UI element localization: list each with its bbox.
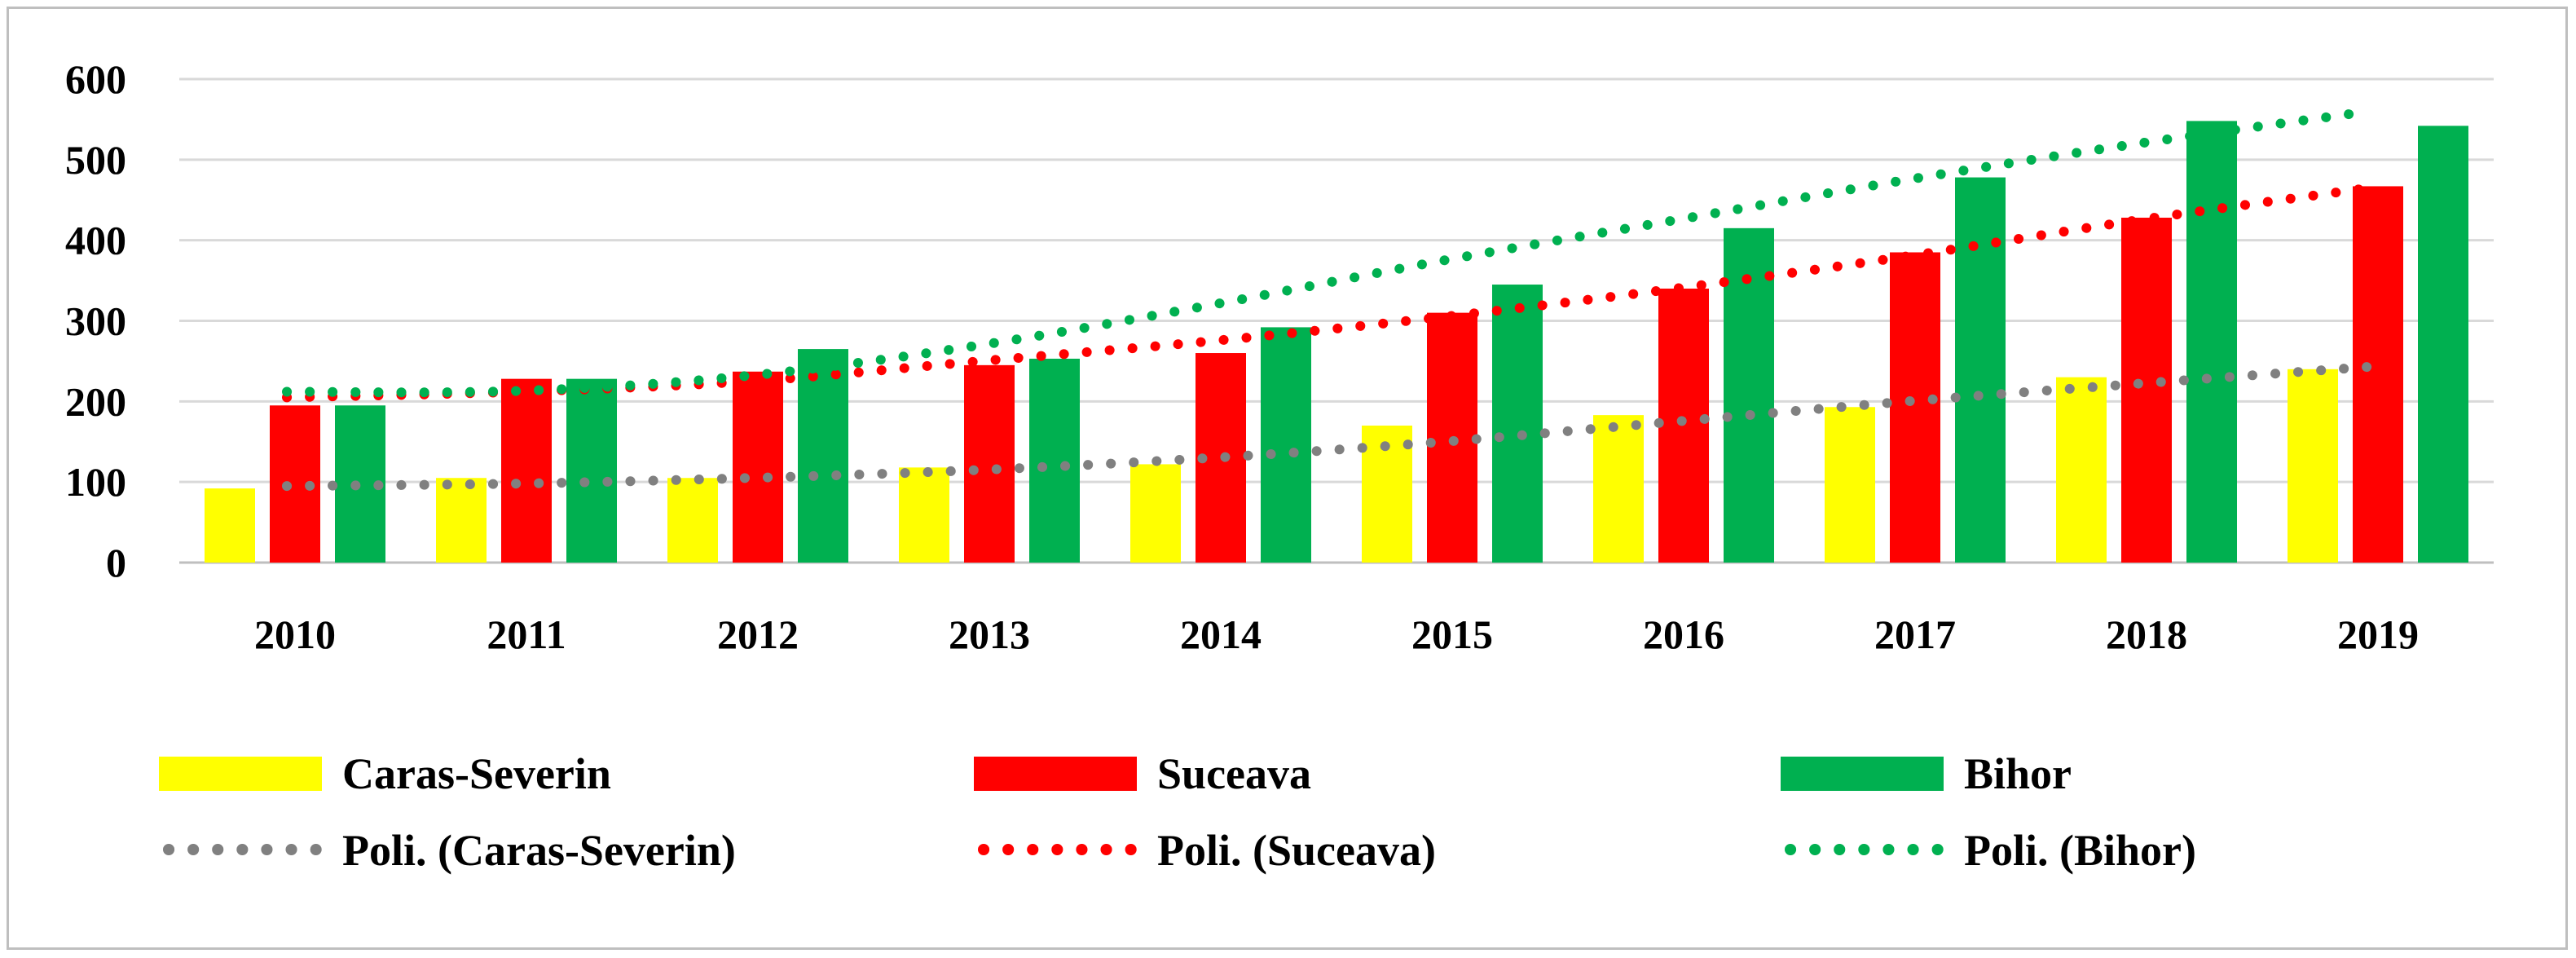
y-tick-label-300: 300 — [65, 298, 126, 344]
bar-bihor-2011 — [566, 378, 617, 563]
x-tick-label-2011: 2011 — [487, 611, 566, 657]
bar-bihor-2018 — [2186, 121, 2237, 563]
x-tick-label-2015: 2015 — [1411, 611, 1493, 657]
bar-bihor-2016 — [1724, 227, 1774, 563]
trendline-poli-bihor- — [282, 106, 2375, 398]
trendline-poli-suceava- — [282, 183, 2375, 403]
bar-suceava-2013 — [964, 364, 1015, 563]
x-tick-label-2014: 2014 — [1180, 611, 1262, 657]
bar-bihor-2015 — [1492, 285, 1543, 563]
legend-label-suceava: Suceava — [1157, 749, 1311, 798]
bar-caras-severin-2019 — [2288, 369, 2338, 563]
bar-suceava-2012 — [733, 371, 783, 563]
trend-layer — [282, 106, 2375, 492]
bar-caras-severin-2010 — [205, 488, 255, 563]
y-tick-label-200: 200 — [65, 378, 126, 424]
bar-caras-severin-2017 — [1825, 407, 1875, 563]
bar-bihor-2019 — [2418, 126, 2468, 563]
x-tick-label-2016: 2016 — [1643, 611, 1724, 657]
bar-caras-severin-2018 — [2056, 377, 2107, 563]
axis-layer: 0 100 200 300 400 500 600 2010 2011 2012 2013 2014 2… — [65, 56, 2419, 657]
bar-bihor-2013 — [1029, 358, 1080, 563]
x-tick-label-2019: 2019 — [2337, 611, 2419, 657]
bars-layer — [205, 121, 2468, 563]
bar-suceava-2017 — [1890, 252, 1940, 563]
x-tick-label-2010: 2010 — [254, 611, 336, 657]
x-tick-label-2013: 2013 — [949, 611, 1030, 657]
x-tick-label-2017: 2017 — [1874, 611, 1956, 657]
bar-caras-severin-2016 — [1593, 415, 1644, 563]
legend-swatch-caras-severin — [159, 757, 322, 791]
bar-suceava-2019 — [2353, 186, 2403, 563]
legend-label-poli-bihor: Poli. (Bihor) — [1964, 826, 2196, 875]
bar-caras-severin-2013 — [899, 467, 949, 563]
legend-swatch-suceava — [974, 757, 1137, 791]
bar-bihor-2014 — [1261, 327, 1311, 563]
bar-bihor-2017 — [1955, 177, 2006, 563]
bar-caras-severin-2011 — [436, 478, 487, 563]
legend-label-poli-caras-severin: Poli. (Caras-Severin) — [342, 826, 736, 875]
bar-suceava-2016 — [1658, 288, 1709, 563]
legend-label-bihor: Bihor — [1964, 749, 2072, 798]
legend-label-caras-severin: Caras-Severin — [342, 749, 611, 798]
y-tick-label-500: 500 — [65, 137, 126, 183]
bar-caras-severin-2014 — [1130, 464, 1181, 563]
x-tick-label-2012: 2012 — [717, 611, 799, 657]
legend-label-poli-suceava: Poli. (Suceava) — [1157, 826, 1436, 875]
trendline-poli-caras-severin- — [282, 361, 2375, 492]
y-tick-label-0: 0 — [106, 540, 126, 585]
x-tick-label-2018: 2018 — [2106, 611, 2187, 657]
legend-layer: Caras-Severin Suceava Bihor Poli. (Caras-Se… — [159, 749, 2196, 875]
y-tick-label-100: 100 — [65, 459, 126, 505]
bar-bihor-2012 — [798, 349, 848, 563]
bar-suceava-2018 — [2121, 217, 2172, 563]
bar-suceava-2011 — [501, 378, 552, 563]
legend-swatch-bihor — [1781, 757, 1944, 791]
y-tick-label-400: 400 — [65, 218, 126, 263]
bar-caras-severin-2012 — [667, 478, 718, 563]
y-tick-label-600: 600 — [65, 56, 126, 102]
